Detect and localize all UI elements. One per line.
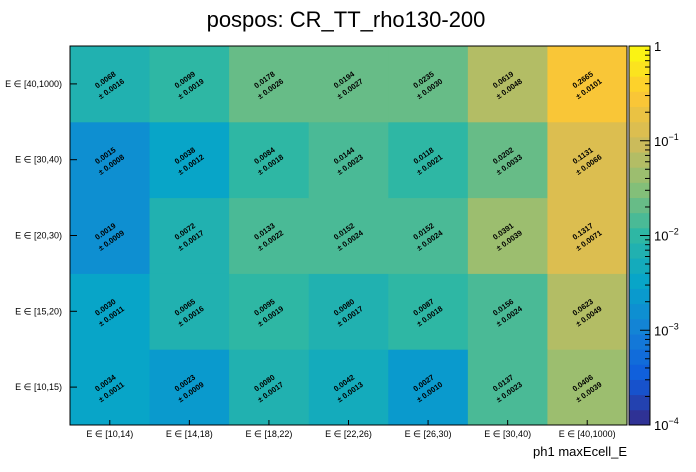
heatmap-cell [149,121,230,199]
color-scale-band [629,167,650,183]
heatmap-cell [308,121,389,199]
color-scale-band [629,379,650,396]
color-scale-label: 10−4 [654,416,679,433]
heatmap-cell [149,273,230,350]
color-scale-band [629,121,650,138]
color-scale-band [629,212,650,229]
color-scale-band [629,61,650,77]
heatmap-cell [70,46,151,123]
heatmap-cell [229,121,310,199]
x-tick-label: E ∈ [26,30) [405,429,452,439]
heatmap-cell [547,273,628,350]
heatmap-cell [308,197,389,274]
color-scale-band [629,106,650,123]
y-axis-ticks: E ∈ [10,15) E ∈ [15,20) E ∈ [20,30) E ∈ [30… [5,79,77,392]
color-scale-band [629,197,650,214]
color-scale-band [629,182,650,198]
x-axis-ticks: E ∈ [10,14) E ∈ [14,18) E ∈ [18,22) E ∈ [22… [86,420,616,439]
heatmap-cell [308,349,389,426]
color-scale-band [629,76,650,92]
heatmap-cell [388,349,469,426]
heatmap-cell [547,197,628,274]
x-tick-label: E ∈ [10,14) [86,429,133,439]
heatmap-cell [229,273,310,350]
x-tick-label: E ∈ [22,26) [325,429,372,439]
color-scale-band [629,46,650,62]
color-scale-band [629,227,650,244]
color-scale-band [629,91,650,108]
heatmap-cell [70,349,151,426]
heatmap-cell [149,197,230,274]
heatmap-cell [388,121,469,199]
y-tick-label: E ∈ [20,30) [15,231,62,241]
heatmap-cell [388,273,469,350]
color-scale-band [629,318,650,335]
y-tick-label: E ∈ [15,20) [15,306,62,316]
heatmap-cell [229,197,310,274]
color-scale-label: 1 [654,39,661,54]
x-tick-label: E ∈ [30,40) [484,429,531,439]
heatmap-cell [388,46,469,123]
color-scale-band [629,334,650,350]
x-axis-label: ph1 maxEcell_E [533,444,627,459]
y-tick-label: E ∈ [30,40) [15,155,62,165]
chart-title: pospos: CR_TT_rho130-200 [207,7,486,32]
x-tick-label: E ∈ [18,22) [245,429,292,439]
heatmap-cell [467,46,548,123]
y-tick-label: E ∈ [40,1000) [5,79,62,89]
color-scale-label: 10−1 [654,132,679,149]
color-scale-label: 10−2 [654,227,679,244]
color-scale-label: 10−3 [654,321,679,338]
heatmap-cell [467,121,548,199]
y-tick-label: E ∈ [10,15) [15,382,62,392]
color-scale-band [629,394,650,411]
color-scale-band [629,273,650,289]
color-scale-band [629,349,650,365]
heatmap-cell [308,273,389,350]
heatmap-cell [308,46,389,123]
color-scale-band [629,409,650,426]
color-scale-band [629,152,650,168]
heatmap-cell [467,273,548,350]
heatmap-cell [547,46,628,123]
x-tick-label: E ∈ [40,1000) [559,429,616,439]
color-scale-band [629,288,650,305]
heatmap-cell [547,121,628,199]
color-scale-band [629,243,650,259]
color-scale-bar: 1 10−1 10−2 10−3 10−4 [628,39,679,433]
heatmap-cell [467,197,548,274]
heatmap-cells [70,46,628,426]
heatmap-cell [149,349,230,426]
heatmap-cell [70,273,151,350]
x-tick-label: E ∈ [14,18) [166,429,213,439]
heatmap-cell [547,349,628,426]
heatmap-cell [70,121,151,199]
color-scale-band [629,364,650,380]
heatmap-cell [467,349,548,426]
color-scale-band [629,258,650,274]
heatmap-cell [388,197,469,274]
heatmap-cell [149,46,230,123]
heatmap-cell [229,349,310,426]
heatmap-cell [229,46,310,123]
heatmap-cell [70,197,151,274]
color-scale-band [629,303,650,320]
